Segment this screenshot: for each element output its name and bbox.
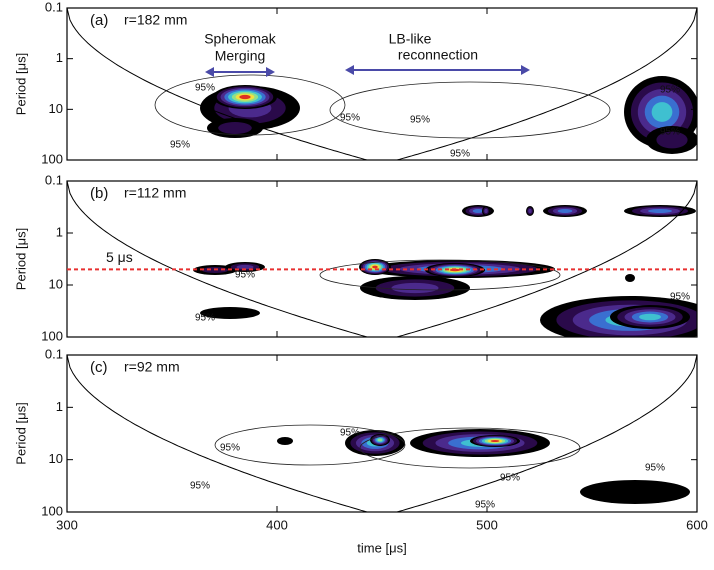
- contour-label: 95%: [235, 270, 255, 281]
- power-contour: [372, 265, 378, 269]
- power-contour: [639, 313, 661, 321]
- contour-label: 95%: [450, 149, 470, 160]
- power-contour: [580, 480, 690, 504]
- cone-of-influence: [67, 355, 697, 512]
- axes-frame: [66, 180, 698, 338]
- power-contour: [391, 282, 439, 294]
- contour-label: 95%: [645, 463, 665, 474]
- power-contour: [277, 437, 293, 445]
- contour-label: 95%: [220, 443, 240, 454]
- contour-label: 95%: [340, 113, 360, 124]
- panel: 0.1 1 10 100 Period [μs] (a) r=182 mm 95% 95% 95%…: [13, 0, 698, 166]
- plot-area: [67, 181, 697, 337]
- panel-label: (a): [90, 12, 108, 29]
- power-contour: [236, 264, 254, 270]
- reference-label: 5 μs: [106, 249, 133, 265]
- power-contour: [528, 208, 532, 214]
- y-tick-label: 10: [49, 276, 63, 291]
- axes-frame: [66, 354, 698, 513]
- y-tick-label: 1: [56, 50, 63, 65]
- arrow-head: [205, 67, 214, 77]
- panel: 0.1 1 10 100 Period [μs] (b) r=112 mm 95% 95% 95%…: [13, 172, 698, 343]
- y-tick-label: 100: [41, 328, 63, 343]
- y-tick-label: 100: [41, 151, 63, 166]
- significance-contour: [154, 74, 346, 136]
- annotation: Spheromak: [204, 31, 277, 47]
- y-tick-label: 1: [56, 399, 63, 414]
- x-axis-label: time [μs]: [357, 540, 406, 555]
- power-contour: [490, 439, 500, 443]
- x-tick-label: 300: [56, 517, 78, 532]
- annotation: Merging: [215, 48, 266, 64]
- y-axis-label: Period [μs]: [13, 53, 28, 115]
- contour-label: 95%: [195, 83, 215, 94]
- significance-contour: [329, 81, 611, 139]
- power-contour: [377, 438, 383, 442]
- panel-title: r=182 mm: [124, 12, 187, 28]
- power-contour: [200, 307, 260, 319]
- y-tick-label: 10: [49, 101, 63, 116]
- y-tick-label: 10: [49, 451, 63, 466]
- x-tick-label: 500: [476, 517, 498, 532]
- power-contour: [239, 94, 251, 100]
- arrow-head: [345, 65, 354, 75]
- y-axis-label: Period [μs]: [13, 228, 28, 290]
- contour-label: 95%: [500, 473, 520, 484]
- panel-title: r=92 mm: [124, 359, 180, 375]
- arrow-head: [521, 65, 530, 75]
- contour-label: 95%: [170, 140, 190, 151]
- power-contour: [218, 122, 252, 134]
- significance-contour: [319, 259, 561, 291]
- power-contour: [651, 102, 673, 122]
- contour-label: 95%: [340, 428, 360, 439]
- contour-label: 95%: [190, 481, 210, 492]
- y-tick-label: 0.1: [45, 346, 63, 361]
- plot-area: [67, 8, 697, 160]
- significance-contour: [214, 424, 406, 466]
- contour-label: 95%: [475, 500, 495, 511]
- contour-label: 95%: [410, 115, 430, 126]
- contour-label: 95%: [195, 313, 215, 324]
- x-tick-label: 600: [686, 517, 708, 532]
- power-contour: [557, 209, 573, 213]
- power-contour: [484, 208, 488, 214]
- cone-of-influence: [67, 8, 697, 160]
- axes-frame: [66, 7, 698, 161]
- arrow-head: [266, 67, 275, 77]
- panel-title: r=112 mm: [124, 185, 186, 201]
- panel-label: (c): [90, 359, 108, 376]
- y-axis-label: Period [μs]: [13, 402, 28, 464]
- annotation: LB-like: [389, 31, 432, 47]
- contour-label: 95%: [660, 127, 680, 138]
- y-tick-label: 0.1: [45, 0, 63, 14]
- annotation: reconnection: [398, 47, 478, 63]
- y-tick-label: 100: [41, 503, 63, 518]
- panel-label: (b): [90, 185, 108, 202]
- x-tick-label: 400: [266, 517, 288, 532]
- contour-label: 95%: [670, 292, 690, 303]
- power-contour: [648, 209, 672, 213]
- y-tick-label: 1: [56, 224, 63, 239]
- power-contour: [625, 274, 635, 282]
- power-contour: [656, 131, 688, 149]
- power-contour: [472, 209, 484, 213]
- y-tick-label: 0.1: [45, 172, 63, 187]
- plot-area: [67, 355, 697, 512]
- contour-label: 95%: [660, 85, 680, 96]
